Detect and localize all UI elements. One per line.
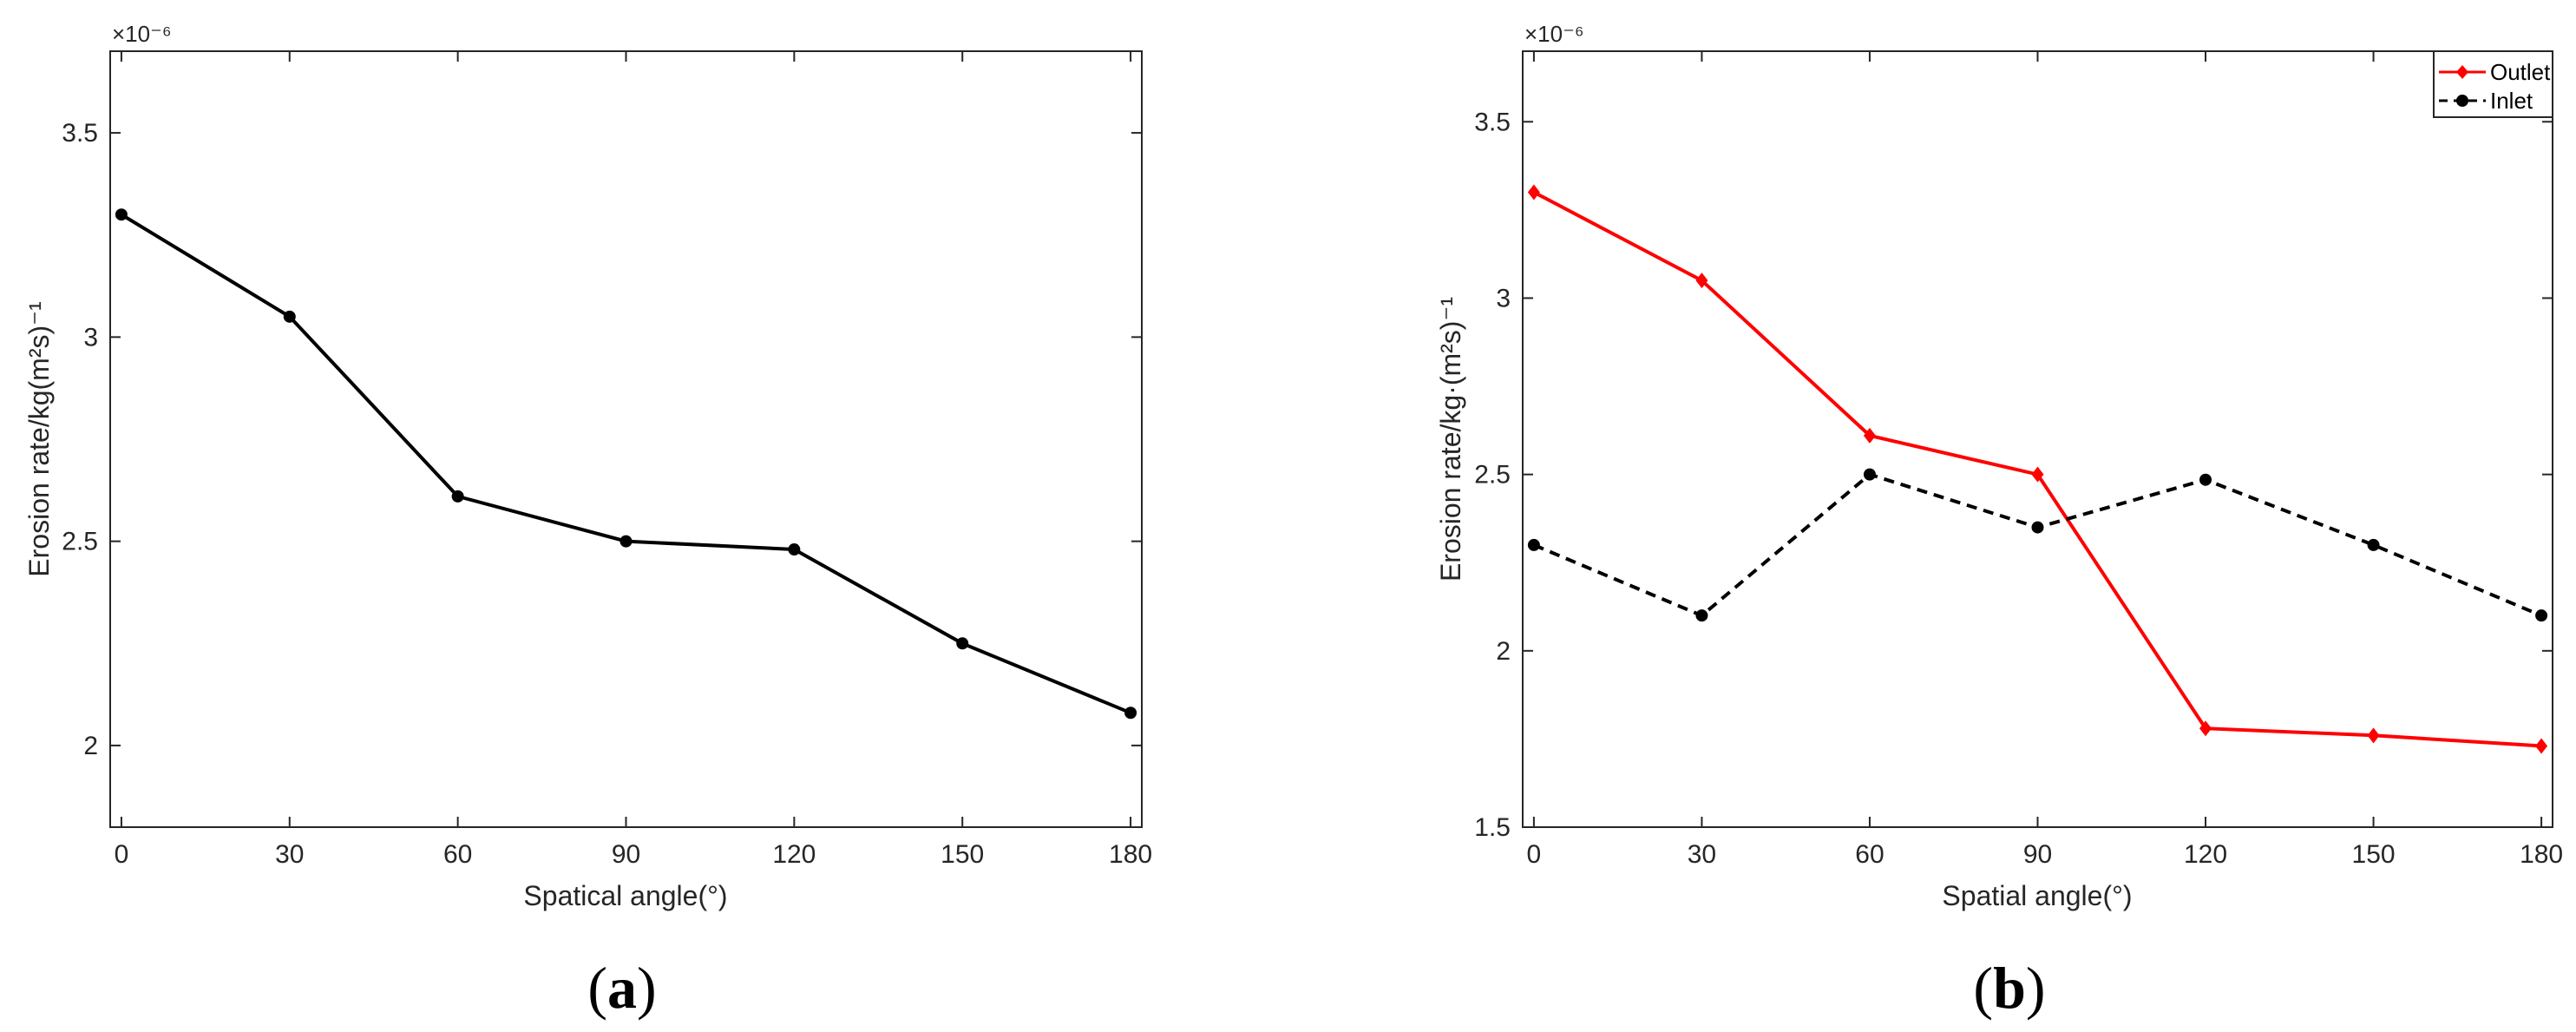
- legend-box: [2433, 50, 2553, 118]
- chart-b-y-tick-label: 2.5: [1474, 461, 1511, 490]
- chart-a-x-tick-label: 120: [772, 840, 816, 869]
- chart-b-series-1-point: [2031, 521, 2044, 534]
- chart-a-series-0-point: [1124, 707, 1137, 720]
- chart-b-series-0-point: [2031, 466, 2044, 483]
- chart-a-x-tick-label: 180: [1109, 840, 1152, 869]
- chart-b-x-tick-label: 0: [1527, 840, 1542, 869]
- chart-b-series-1-line: [1533, 472, 2542, 618]
- chart-a-x-tick-label: 30: [275, 840, 304, 869]
- chart-b-y-tick-label: 2: [1496, 637, 1511, 666]
- chart-b-x-tick-label: 30: [1688, 840, 1716, 869]
- chart-b-series-0-point: [1695, 273, 1708, 289]
- chart-b-series-0-point: [1863, 427, 1876, 444]
- chart-b-axes-box: [1522, 50, 2553, 828]
- chart-a-ticks: 0 30 60 90 120 150 180 2 2.5 3 3.5: [62, 51, 1152, 869]
- chart-b-series-1-point: [1527, 538, 1540, 551]
- legend-outlet-label: Outlet: [2490, 59, 2551, 85]
- chart-b-x-tick-label: 60: [1855, 840, 1884, 869]
- legend-inlet-marker: [2456, 95, 2468, 107]
- chart-b-y-tick-label: 1.5: [1474, 813, 1511, 842]
- chart-a-series-0-point: [283, 310, 296, 323]
- chart-b-series-1-point: [2535, 609, 2548, 622]
- chart-b-series-1-point: [1695, 609, 1708, 622]
- chart-a-y-multiplier: ×10⁻⁶: [112, 21, 172, 47]
- chart-a-x-axis-label: Spatical angle(°): [523, 880, 727, 911]
- chart-b-series-0-point: [1527, 184, 1540, 200]
- chart-b-series-0-point: [2367, 727, 2380, 744]
- chart-a-x-tick-label: 60: [443, 840, 472, 869]
- chart-b-series: [1527, 184, 2548, 754]
- chart-b-legend: Outlet Inlet: [2433, 50, 2553, 118]
- chart-b-y-tick-label: 3: [1496, 284, 1511, 312]
- chart-b-series-1-point: [2199, 473, 2212, 486]
- chart-a-y-tick-label: 2.5: [62, 528, 98, 556]
- chart-b-y-axis-label: Erosion rate/kg·(m²s)⁻¹: [1435, 297, 1466, 582]
- chart-a-x-tick-label: 0: [115, 840, 129, 869]
- panel-label-a: (a): [587, 955, 656, 1021]
- legend-outlet-marker: [2456, 65, 2468, 79]
- chart-b-y-tick-label: 3.5: [1474, 108, 1511, 136]
- chart-a-y-tick-label: 2: [83, 732, 98, 760]
- chart-b-series-0-point: [2199, 720, 2212, 737]
- chart-b-x-tick-label: 90: [2023, 840, 2052, 869]
- chart-a-y-tick-label: 3: [83, 323, 98, 352]
- chart-a-x-tick-label: 150: [941, 840, 984, 869]
- chart-b-x-axis-label: Spatial angle(°): [1942, 880, 2132, 911]
- chart-a-x-tick-label: 90: [612, 840, 640, 869]
- chart-a-series-0-point: [451, 490, 464, 503]
- chart-a-series-0-line: [120, 213, 1131, 715]
- chart-b-series-0-point: [2535, 738, 2548, 754]
- chart-b-series-1-point: [2367, 538, 2380, 551]
- chart-b-y-multiplier: ×10⁻⁶: [1524, 21, 1584, 47]
- chart-a-series-0-point: [619, 535, 633, 548]
- chart-b-series-1-point: [1863, 468, 1876, 481]
- chart-a-y-axis-label: Erosion rate/kg(m²s)⁻¹: [23, 301, 55, 576]
- chart-b-ticks: 0 30 60 90 120 150 180 1.5 2 2.5 3 3.5: [1474, 51, 2563, 869]
- chart-b: 0 30 60 90 120 150 180 1.5 2 2.5 3 3.5 ×10⁻⁶ Spatia…: [1435, 21, 2563, 911]
- chart-a-series-0-point: [788, 543, 801, 556]
- panel-label-b: (b): [1973, 955, 2045, 1021]
- chart-a-series-0-point: [115, 208, 128, 221]
- chart-b-x-tick-label: 180: [2520, 840, 2563, 869]
- chart-b-x-tick-label: 150: [2352, 840, 2396, 869]
- chart-b-x-tick-label: 120: [2184, 840, 2227, 869]
- chart-a: 0 30 60 90 120 150 180 2 2.5 3 3.5 ×10⁻⁶ Spatical …: [23, 21, 1152, 911]
- chart-a-axes-box: [109, 50, 1143, 828]
- chart-a-series-0-point: [956, 637, 969, 650]
- chart-a-series: [115, 208, 1137, 720]
- chart-a-y-tick-label: 3.5: [62, 119, 98, 148]
- legend-inlet-label: Inlet: [2490, 88, 2533, 114]
